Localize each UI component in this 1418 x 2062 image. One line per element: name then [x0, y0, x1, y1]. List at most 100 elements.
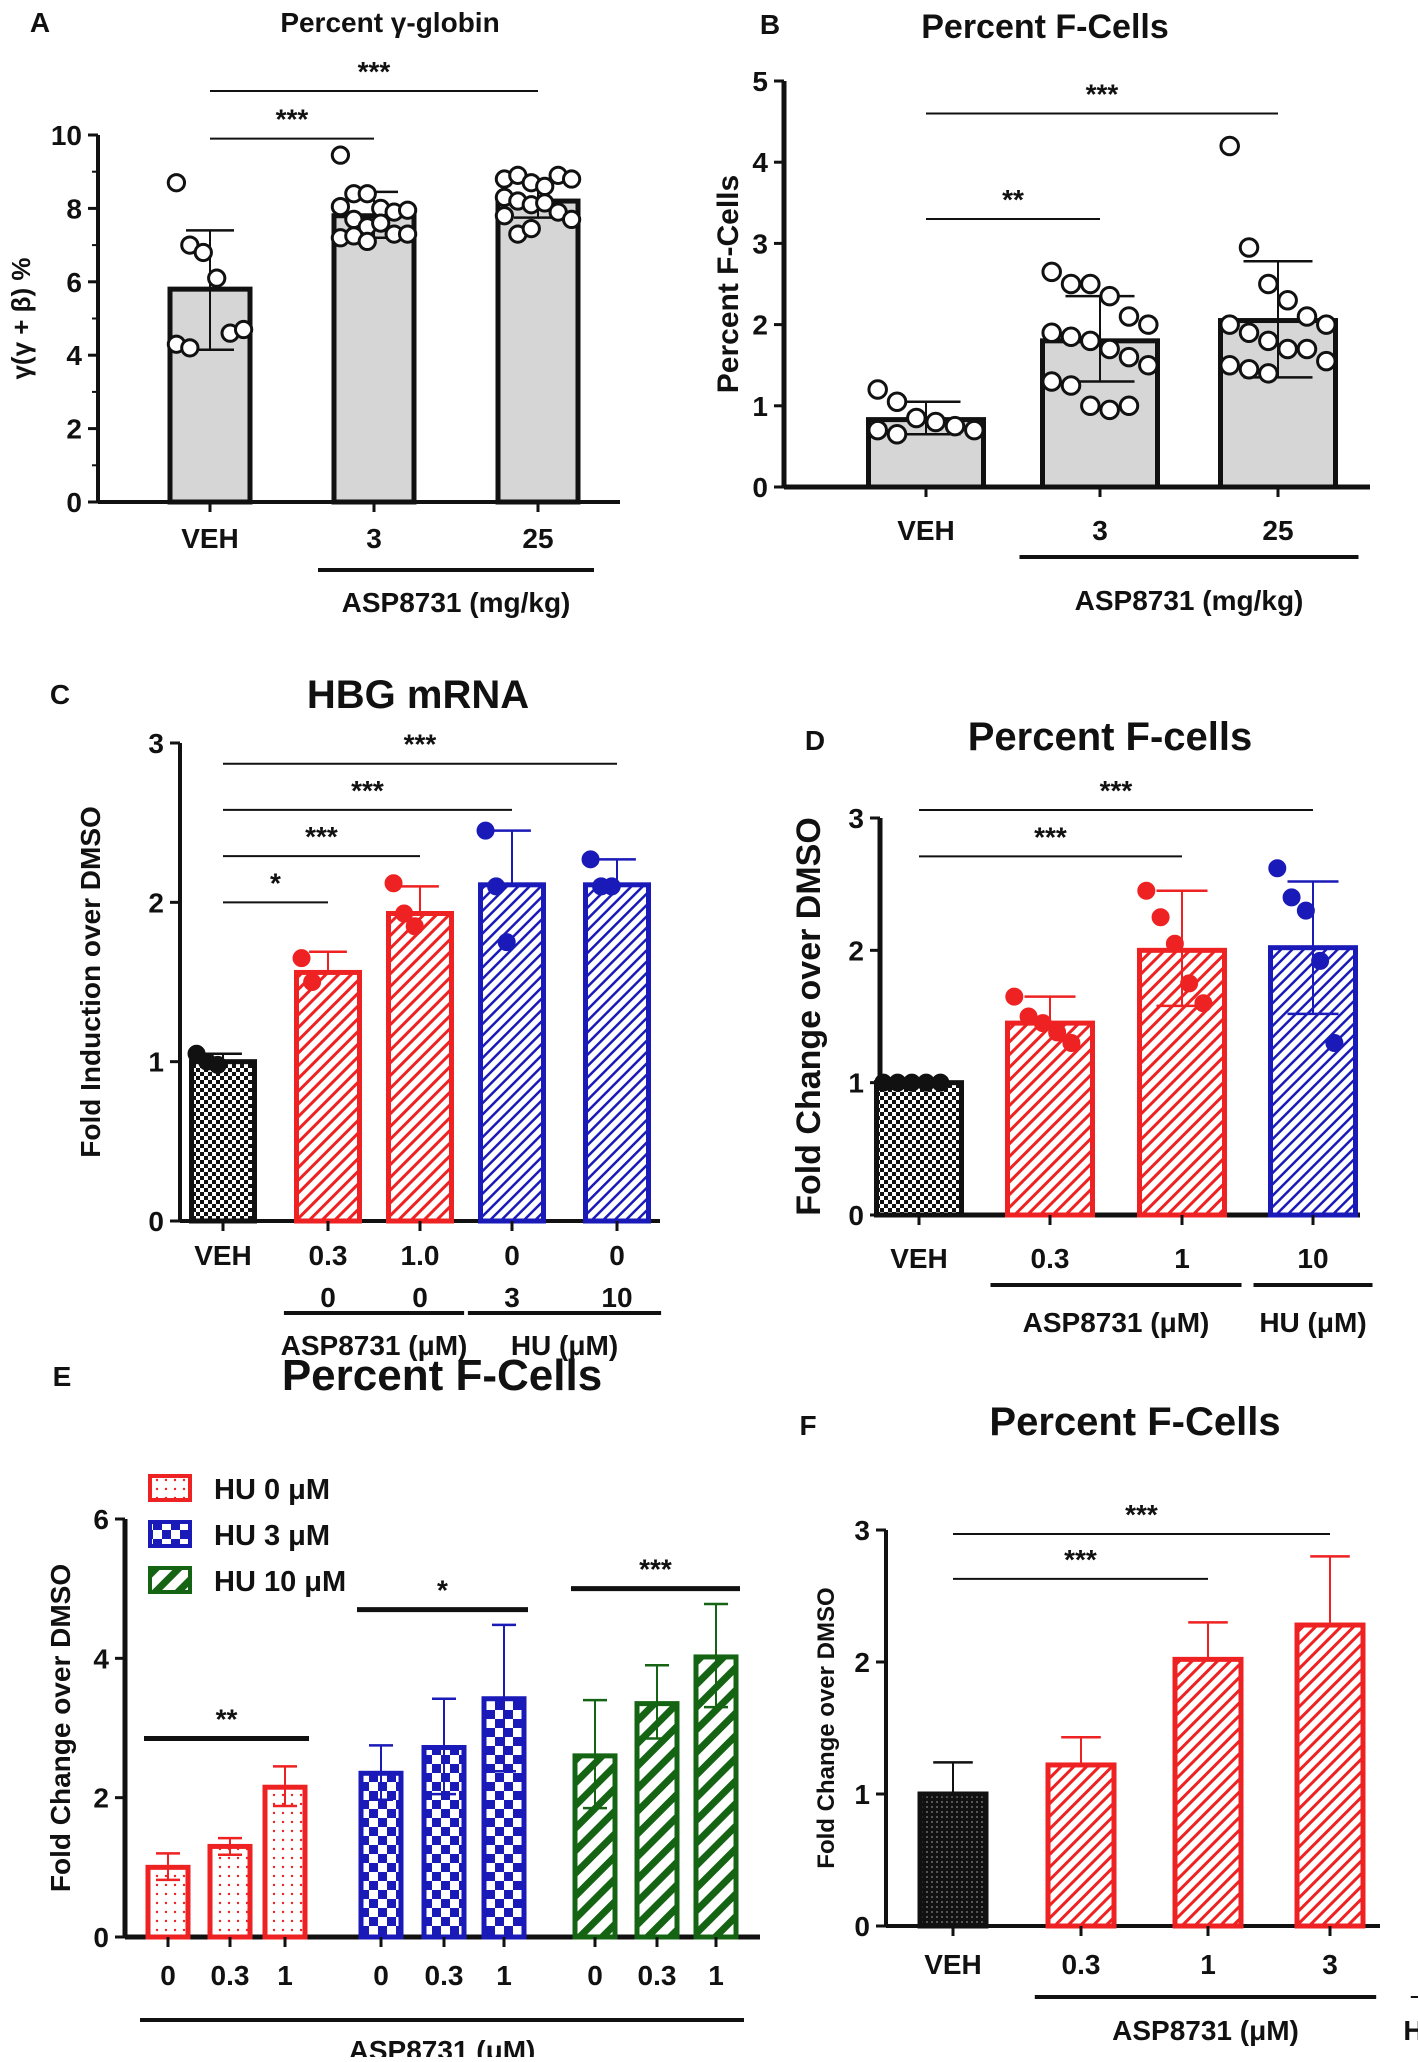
panel-letter: D: [805, 725, 825, 756]
data-point: [1137, 881, 1156, 900]
group-label: HU (μM): [1403, 2015, 1418, 2046]
data-point: [330, 196, 351, 217]
y-axis-label: Fold Change over DMSO: [45, 1564, 76, 1892]
data-point: [906, 407, 927, 429]
y-tick-label: 4: [752, 147, 768, 178]
x-tick-label: 0.3: [309, 1240, 348, 1271]
data-point: [1316, 350, 1337, 372]
data-point: [193, 242, 213, 263]
data-point: [397, 200, 418, 220]
y-tick-label: 2: [854, 1647, 870, 1678]
data-point: [886, 423, 908, 445]
x-tick-label: 0.3: [1031, 1243, 1070, 1274]
significance-label: ***: [639, 1554, 672, 1585]
y-axis-label: Fold Induction over DMSO: [75, 806, 106, 1158]
y-tick-label: 3: [848, 803, 864, 834]
group-label: ASP8731 (μM): [1112, 2015, 1299, 2046]
data-point: [1019, 1007, 1038, 1026]
x-tick-label: 0.3: [1062, 1949, 1101, 1980]
x-tick-label-row2: 0: [412, 1282, 428, 1313]
data-point: [1118, 346, 1140, 368]
data-point: [1316, 314, 1337, 335]
y-axis-label: γ(γ + β) %: [6, 257, 36, 379]
chart-title: Percent F-Cells: [921, 8, 1169, 46]
data-point: [1180, 974, 1199, 993]
x-tick-label-row2: 3: [504, 1282, 520, 1313]
data-point: [1151, 908, 1170, 927]
panel-letter: F: [799, 1410, 816, 1441]
data-point: [1118, 306, 1140, 327]
x-tick-label: 0.3: [211, 1960, 250, 1991]
y-tick-label: 3: [854, 1515, 870, 1546]
data-point: [357, 184, 377, 204]
data-point: [487, 877, 506, 896]
data-point: [330, 145, 351, 165]
x-tick-label: 3: [1322, 1949, 1338, 1980]
panel-letter: B: [760, 9, 780, 40]
data-point: [535, 193, 555, 213]
y-tick-label: 3: [752, 228, 768, 259]
data-point: [1277, 289, 1298, 311]
data-point: [944, 415, 966, 437]
data-point: [1005, 987, 1024, 1006]
data-point: [602, 877, 621, 896]
y-tick-label: 2: [752, 310, 768, 341]
y-tick-label: 6: [93, 1504, 109, 1535]
y-axis-label: Fold Change over DMSO: [813, 1587, 840, 1868]
x-tick-label: VEH: [890, 1243, 948, 1274]
data-point: [1277, 338, 1298, 360]
data-point: [1194, 994, 1213, 1013]
data-point: [925, 411, 946, 433]
y-tick-label: 0: [148, 1206, 164, 1237]
y-tick-label: 2: [148, 887, 164, 918]
group-label: ASP8731 (mg/kg): [342, 587, 571, 618]
data-point: [1219, 135, 1240, 157]
significance-label: ***: [358, 56, 391, 87]
group-label: ASP8731 (mg/kg): [1075, 585, 1304, 616]
significance-label: ***: [404, 729, 437, 760]
data-point: [581, 850, 600, 869]
data-point: [1048, 1023, 1067, 1042]
data-point: [561, 169, 582, 189]
group-label: ASP8731 (μM): [349, 2035, 536, 2057]
legend-swatch: [148, 1566, 192, 1594]
significance-label: *: [270, 867, 281, 898]
significance-label: ***: [1034, 821, 1067, 852]
data-point: [1296, 338, 1318, 360]
x-tick-label: 0: [609, 1240, 625, 1271]
data-point: [371, 213, 391, 233]
data-point: [1080, 273, 1101, 295]
y-axis-label: Percent F-Cells: [712, 175, 745, 393]
data-point: [1080, 330, 1101, 352]
x-tick-label-row2: 0: [320, 1282, 336, 1313]
x-tick-label: VEH: [897, 515, 955, 546]
data-point: [1268, 859, 1287, 878]
x-tick-label: 1.0: [401, 1240, 440, 1271]
x-tick-label: 0.3: [425, 1960, 464, 1991]
bar: [495, 198, 581, 505]
y-tick-label: 0: [848, 1200, 864, 1231]
data-point: [180, 338, 200, 358]
data-point: [1041, 371, 1062, 392]
data-point: [1258, 273, 1279, 295]
data-point: [1296, 306, 1318, 327]
significance-label: ***: [1125, 1499, 1158, 1530]
significance-label: ***: [1064, 1544, 1097, 1575]
x-tick-label: 1: [496, 1960, 512, 1991]
chart-title: Percent F-Cells: [282, 1351, 602, 1400]
bar: [262, 1784, 308, 1940]
panel-letter: A: [30, 7, 50, 38]
data-point: [931, 1073, 950, 1092]
data-point: [208, 1055, 227, 1074]
y-tick-label: 0: [752, 472, 768, 503]
x-tick-label: VEH: [181, 523, 239, 554]
data-point: [874, 1073, 893, 1092]
bar: [207, 1843, 253, 1940]
data-point: [1311, 951, 1330, 970]
y-tick-label: 0: [854, 1911, 870, 1942]
bar: [1005, 1020, 1095, 1218]
data-point: [292, 949, 311, 968]
x-tick-label: 3: [366, 523, 382, 554]
